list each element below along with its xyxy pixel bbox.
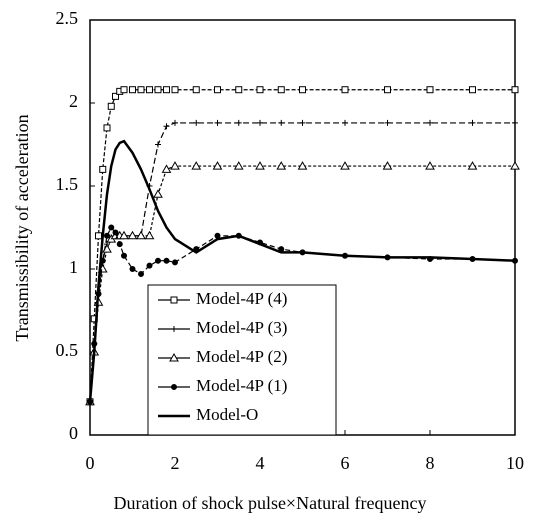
marker bbox=[256, 86, 264, 94]
y-tick-label: 1.5 bbox=[56, 174, 79, 194]
marker bbox=[297, 161, 308, 170]
marker bbox=[136, 230, 146, 240]
marker bbox=[144, 230, 155, 240]
marker bbox=[107, 102, 115, 110]
marker bbox=[426, 86, 434, 94]
legend-label: Model-4P (3) bbox=[196, 318, 287, 337]
marker bbox=[108, 224, 115, 231]
series-line bbox=[89, 122, 515, 402]
marker bbox=[137, 86, 145, 94]
marker bbox=[129, 266, 136, 272]
marker bbox=[127, 230, 138, 240]
marker bbox=[233, 161, 244, 170]
legend-label: Model-4P (1) bbox=[196, 376, 287, 395]
marker bbox=[425, 161, 435, 170]
legend-label: Model-O bbox=[196, 405, 258, 424]
marker bbox=[163, 257, 170, 264]
marker bbox=[171, 384, 177, 390]
marker bbox=[214, 86, 221, 94]
x-tick-label: 8 bbox=[426, 453, 435, 473]
marker bbox=[469, 86, 476, 94]
marker bbox=[95, 232, 102, 240]
x-tick-label: 0 bbox=[86, 453, 95, 473]
marker bbox=[119, 230, 129, 240]
marker bbox=[342, 119, 348, 126]
marker bbox=[257, 119, 263, 126]
marker bbox=[129, 86, 136, 94]
marker bbox=[214, 119, 221, 126]
marker bbox=[511, 86, 519, 94]
y-tick-label: 0.5 bbox=[56, 340, 79, 360]
marker bbox=[112, 92, 119, 100]
marker bbox=[340, 161, 350, 170]
marker bbox=[192, 86, 200, 94]
marker bbox=[163, 86, 170, 94]
y-tick-label: 0 bbox=[69, 423, 78, 443]
marker bbox=[193, 119, 200, 126]
marker bbox=[427, 119, 433, 126]
marker bbox=[276, 161, 287, 170]
marker bbox=[146, 86, 153, 94]
legend-box bbox=[147, 284, 337, 436]
x-axis-label: Duration of shock pulse×Natural frequenc… bbox=[113, 493, 426, 513]
y-tick-label: 2 bbox=[69, 91, 78, 111]
marker bbox=[384, 86, 391, 94]
marker bbox=[104, 232, 110, 239]
series-line bbox=[89, 89, 515, 402]
marker bbox=[102, 244, 112, 253]
marker bbox=[191, 161, 202, 170]
x-tick-label: 10 bbox=[506, 453, 524, 473]
marker bbox=[212, 161, 223, 170]
marker bbox=[235, 86, 243, 94]
marker bbox=[170, 161, 180, 170]
marker bbox=[161, 164, 172, 173]
marker bbox=[299, 86, 306, 94]
marker bbox=[512, 119, 518, 126]
marker bbox=[169, 352, 179, 362]
marker bbox=[469, 119, 476, 126]
marker bbox=[255, 161, 265, 170]
marker bbox=[155, 141, 161, 148]
marker bbox=[172, 119, 178, 126]
x-tick-label: 6 bbox=[341, 453, 350, 473]
marker bbox=[278, 119, 285, 126]
marker bbox=[103, 124, 111, 132]
marker bbox=[153, 189, 163, 198]
marker bbox=[171, 326, 177, 332]
marker bbox=[384, 119, 391, 126]
marker bbox=[299, 119, 306, 126]
marker bbox=[154, 86, 162, 94]
marker bbox=[120, 86, 128, 94]
marker bbox=[172, 259, 178, 266]
legend-label: Model-4P (2) bbox=[196, 347, 287, 366]
marker bbox=[99, 165, 107, 173]
marker bbox=[146, 262, 153, 269]
x-tick-label: 2 bbox=[171, 453, 180, 473]
marker bbox=[467, 161, 478, 170]
marker bbox=[170, 296, 178, 304]
marker bbox=[171, 86, 179, 94]
marker bbox=[121, 252, 127, 259]
marker bbox=[510, 161, 520, 170]
series-line bbox=[88, 139, 516, 402]
marker bbox=[382, 161, 393, 170]
marker bbox=[138, 270, 144, 277]
x-tick-label: 4 bbox=[256, 453, 265, 473]
marker bbox=[235, 119, 242, 126]
marker bbox=[163, 123, 170, 130]
y-tick-label: 2.5 bbox=[56, 8, 79, 28]
marker bbox=[341, 86, 349, 94]
marker bbox=[214, 232, 221, 239]
legend-label: Model-4P (4) bbox=[196, 289, 287, 308]
marker bbox=[116, 241, 123, 248]
marker bbox=[155, 257, 161, 264]
y-tick-label: 1 bbox=[69, 257, 78, 277]
marker bbox=[112, 229, 119, 236]
marker bbox=[277, 86, 285, 94]
y-axis-label: Transmissibility of acceleration bbox=[12, 114, 32, 341]
